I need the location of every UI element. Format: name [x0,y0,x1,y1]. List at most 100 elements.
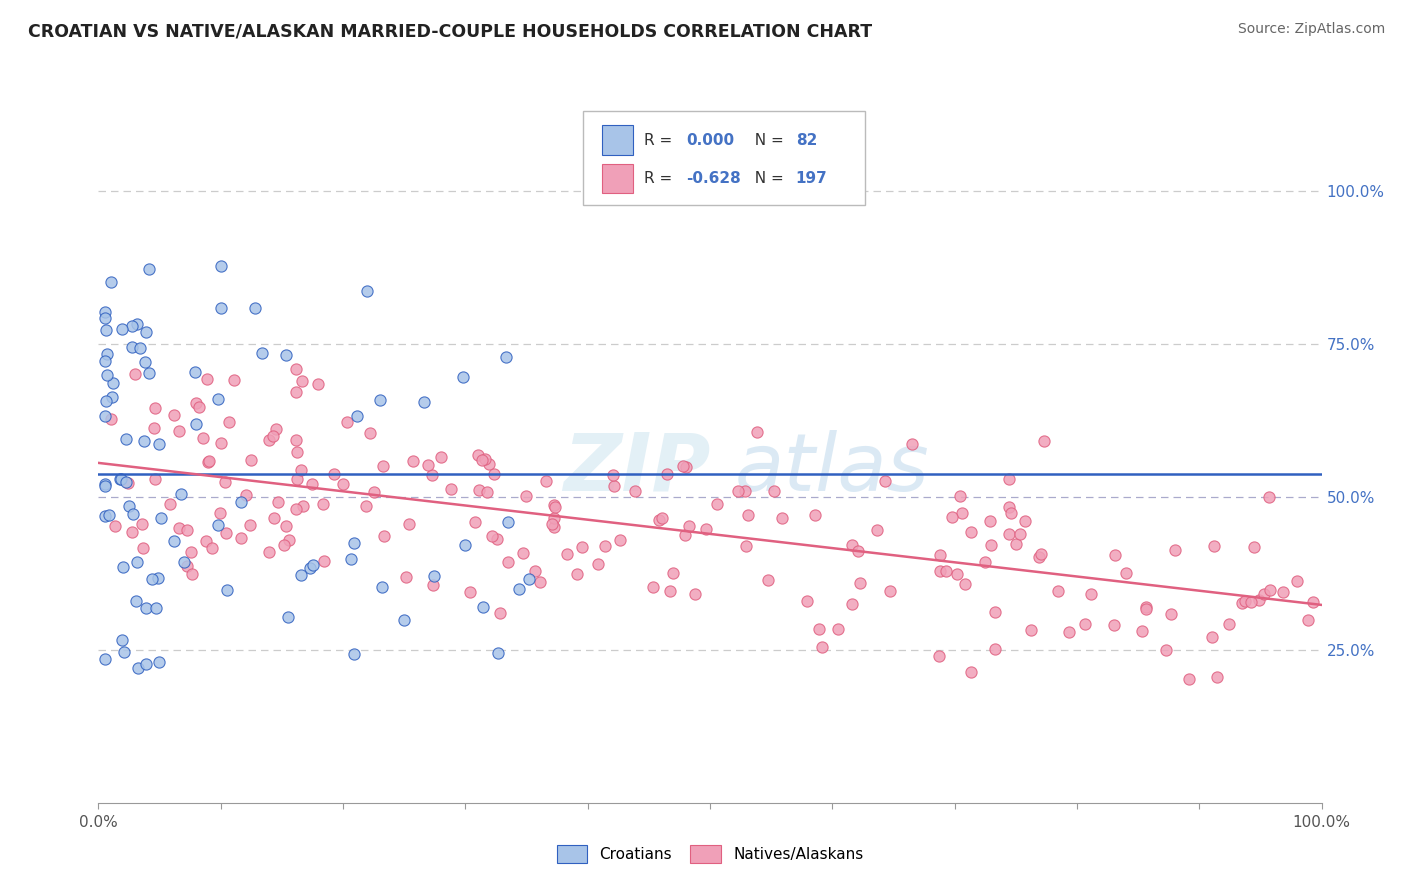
Point [1249,592,1271,607]
Point [290,463,312,477]
Point [145,600,167,615]
Point [496,515,519,529]
Point [401,454,423,468]
Point [984,641,1007,656]
Point [148,655,170,669]
Point [841,598,863,612]
Point [478,457,501,471]
Point [482,467,505,482]
Point [115,475,138,489]
Point [150,511,173,525]
Point [1206,670,1229,684]
Point [960,665,983,680]
Point [543,499,565,513]
Point [984,605,1007,619]
Point [495,350,517,364]
Point [489,606,512,620]
Point [571,540,593,554]
Point [110,472,132,486]
Point [215,582,238,597]
Point [250,346,273,360]
Point [1102,618,1125,632]
Point [163,534,186,549]
Point [486,533,509,547]
Point [96,368,118,383]
Point [143,401,166,415]
Point [257,544,280,558]
Point [467,483,489,497]
Point [354,499,377,513]
Point [285,433,308,447]
Point [979,514,1001,528]
Point [796,594,818,608]
Point [340,551,363,566]
Point [555,547,578,561]
Point [148,437,170,451]
Point [544,500,567,515]
Point [474,451,496,466]
Point [508,582,530,596]
Point [1154,642,1177,657]
Point [170,486,193,500]
Text: R =: R = [644,133,678,147]
Point [498,555,520,569]
Point [727,484,749,499]
Point [291,499,314,513]
Point [949,489,972,503]
Point [127,317,149,331]
Point [101,376,124,391]
Point [128,341,150,355]
Point [1029,547,1052,561]
Legend: Croatians, Natives/Alaskans: Croatians, Natives/Alaskans [551,839,869,869]
Point [201,541,224,555]
Point [929,564,952,578]
Point [1135,601,1157,615]
Point [264,422,287,436]
Text: CROATIAN VS NATIVE/ALASKAN MARRIED-COUPLE HOUSEHOLDS CORRELATION CHART: CROATIAN VS NATIVE/ALASKAN MARRIED-COUPL… [28,22,872,40]
Point [1240,595,1263,609]
Text: N =: N = [745,133,789,147]
Point [191,431,214,445]
Point [952,506,974,520]
Point [176,523,198,537]
Point [413,395,436,409]
Point [980,538,1002,552]
Point [997,472,1019,486]
Point [93,304,115,318]
Point [451,370,474,384]
Point [184,365,207,379]
Point [467,448,489,462]
Point [673,528,696,542]
Point [93,508,115,523]
Point [118,500,141,514]
Text: atlas: atlas [734,430,929,508]
Point [235,488,257,502]
Point [195,372,218,386]
Point [1033,434,1056,449]
Point [209,506,232,520]
Point [117,476,139,491]
Point [827,623,849,637]
Point [534,474,557,488]
Point [515,489,537,503]
Point [101,390,124,404]
Point [1135,599,1157,614]
Point [901,437,924,451]
Point [127,661,149,675]
Point [762,484,785,499]
Point [121,524,143,539]
Point [998,500,1021,515]
Point [745,425,768,439]
Point [94,409,117,424]
Point [756,574,779,588]
Point [430,450,453,464]
Point [93,353,115,368]
Point [359,425,381,440]
Point [395,570,418,584]
Point [124,367,146,381]
Point [1160,607,1182,621]
Point [263,511,285,525]
Y-axis label: Married-couple Households: Married-couple Households [0,377,7,586]
Point [529,574,551,589]
Point [285,445,308,459]
